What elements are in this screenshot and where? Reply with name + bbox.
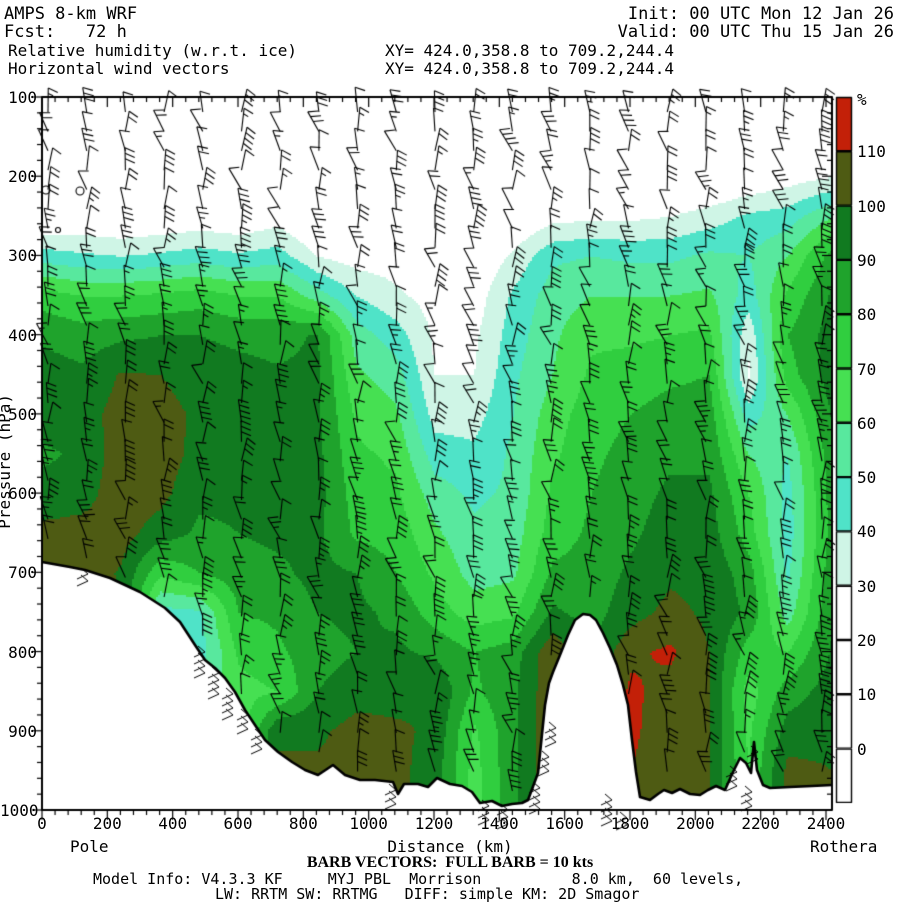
- colorbar-label: 110: [857, 142, 886, 162]
- colorbar-label: 20: [857, 631, 877, 650]
- x-tick-label: 1400: [480, 814, 519, 833]
- x-tick-label: 200: [92, 814, 122, 833]
- colorbar-label: 70: [857, 359, 877, 379]
- y-tick-label: 200: [8, 167, 37, 187]
- colorbar-label: 10: [857, 685, 877, 705]
- x-axis-title: Distance (km): [387, 837, 513, 856]
- y-tick-label: 500: [8, 404, 37, 424]
- y-tick-label: 400: [8, 325, 37, 345]
- model-info-line-2: LW: RRTM SW: RRTMG DIFF: simple KM: 2D S…: [215, 885, 640, 903]
- y-tick-label: 900: [8, 721, 37, 741]
- colorbar-label: 40: [857, 522, 877, 542]
- y-tick-label: 300: [8, 246, 37, 266]
- model-info-line-1: Model Info: V4.3.3 KF MYJ PBL Morrison 8…: [93, 870, 744, 888]
- colorbar-unit-label: %: [857, 90, 867, 109]
- x-tick-label: 600: [223, 814, 253, 833]
- x-tick-label: 1800: [610, 814, 650, 833]
- y-tick-label: 100: [8, 88, 37, 107]
- forecast-hour: Fcst: 72 h: [4, 22, 127, 42]
- xy-range-2: XY= 424.0,358.8 to 709.2,244.4: [385, 59, 674, 78]
- colorbar-label: 50: [857, 468, 877, 488]
- x-tick-label: 800: [288, 814, 318, 833]
- x-tick-label: 1600: [545, 814, 584, 833]
- x-tick-label: 400: [158, 814, 188, 833]
- colorbar-label: 100: [857, 196, 886, 216]
- x-tick-label: 2200: [741, 814, 780, 833]
- y-tick-label: 800: [8, 642, 37, 662]
- x-axis-right-endpoint-label: Rothera: [810, 837, 878, 856]
- x-tick-label: 1200: [414, 814, 454, 833]
- x-tick-label: 0: [37, 814, 47, 833]
- y-tick-label: 600: [8, 484, 37, 504]
- colorbar-label: 0: [857, 739, 867, 759]
- barb-vector-legend: BARB VECTORS: FULL BARB = 10 kts: [306, 854, 594, 871]
- xy-range-1: XY= 424.0,358.8 to 709.2,244.4: [385, 41, 674, 60]
- init-time: Init: 00 UTC Mon 12 Jan 26: [627, 4, 894, 24]
- colorbar-label: 30: [857, 576, 877, 596]
- field-name-vectors: Horizontal wind vectors: [8, 59, 230, 78]
- colorbar-label: 90: [857, 250, 877, 270]
- field-name-shaded: Relative humidity (w.r.t. ice): [8, 41, 297, 60]
- y-tick-label: 700: [8, 563, 37, 583]
- x-tick-label: 2400: [806, 814, 846, 833]
- valid-time: Valid: 00 UTC Thu 15 Jan 26: [617, 22, 894, 42]
- x-axis-left-endpoint-label: Pole: [70, 837, 109, 856]
- y-tick-label: 1000: [0, 801, 39, 820]
- colorbar-label: 80: [857, 305, 877, 325]
- model-title: AMPS 8-km WRF: [4, 4, 138, 24]
- colorbar-label: 60: [857, 413, 877, 433]
- x-tick-label: 1000: [349, 814, 388, 833]
- x-tick-label: 2000: [676, 814, 715, 833]
